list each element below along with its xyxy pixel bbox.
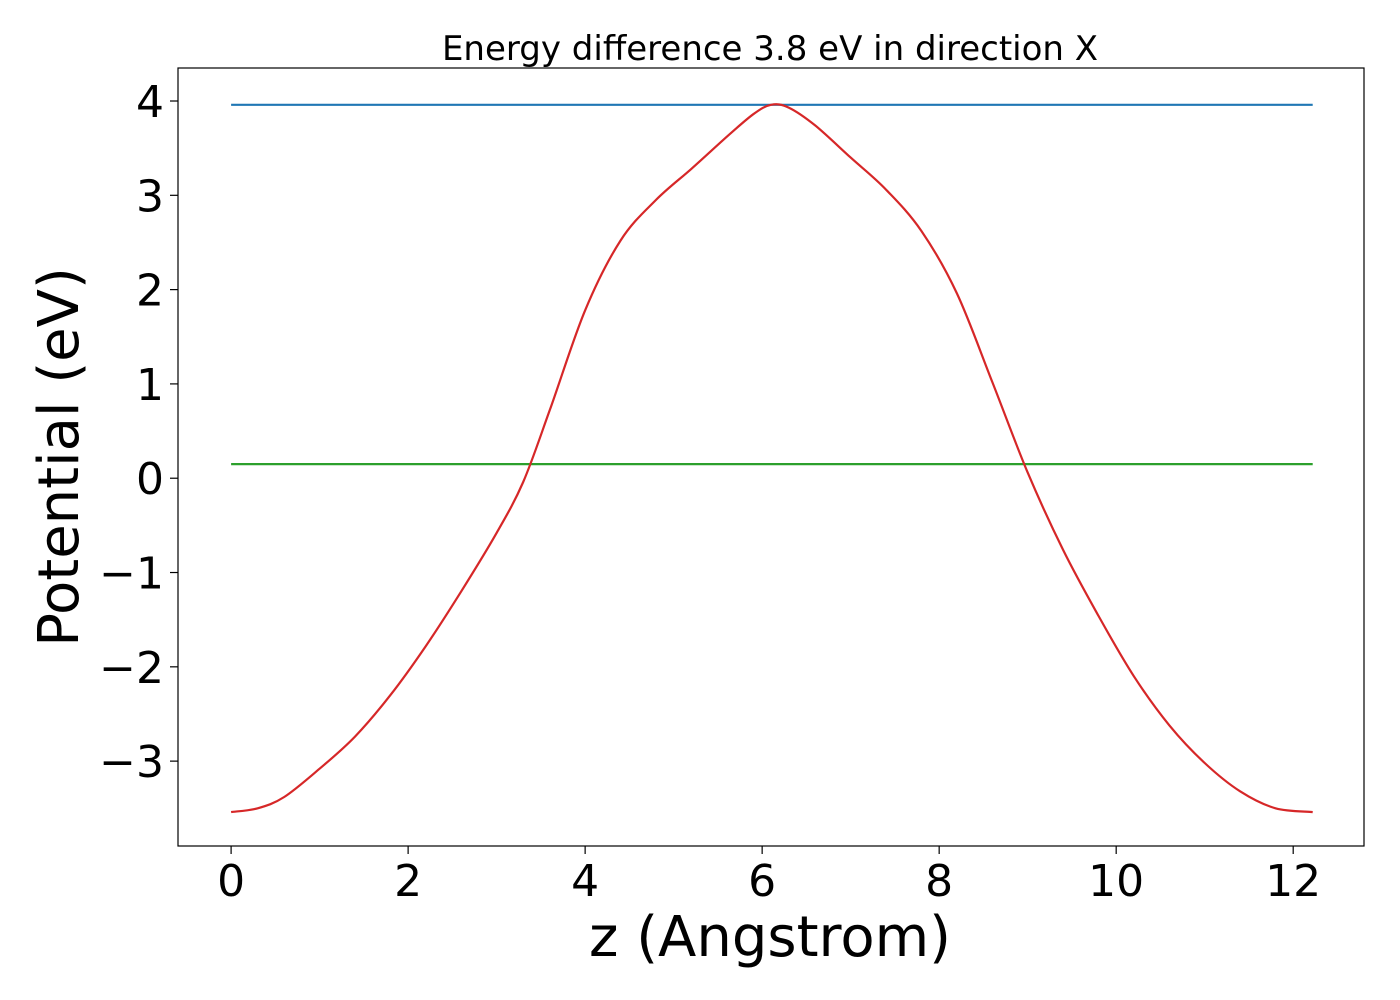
y-tick-label: 2 bbox=[136, 266, 164, 317]
y-tick-label: 1 bbox=[136, 360, 164, 411]
y-tick-label: −1 bbox=[99, 549, 164, 600]
y-tick-label: 4 bbox=[136, 77, 164, 128]
y-tick-label: 3 bbox=[136, 171, 164, 222]
x-tick-label: 6 bbox=[748, 856, 776, 907]
x-tick-label: 10 bbox=[1088, 856, 1144, 907]
y-tick-label: −2 bbox=[99, 643, 164, 694]
x-tick-label: 8 bbox=[925, 856, 953, 907]
x-tick-label: 12 bbox=[1265, 856, 1321, 907]
y-axis-title: Potential (eV) bbox=[27, 267, 92, 647]
x-tick-label: 4 bbox=[571, 856, 599, 907]
y-tick-label: 0 bbox=[136, 454, 164, 505]
x-tick-label: 0 bbox=[217, 856, 245, 907]
x-axis-title: z (Angstrom) bbox=[589, 905, 951, 970]
chart-title: Energy difference 3.8 eV in direction X bbox=[442, 29, 1098, 69]
series-line-3 bbox=[230, 103, 1313, 814]
x-tick-label: 2 bbox=[394, 856, 422, 907]
plot-frame bbox=[177, 67, 1365, 847]
series-layer bbox=[230, 103, 1313, 814]
y-tick-label: −3 bbox=[99, 737, 164, 788]
